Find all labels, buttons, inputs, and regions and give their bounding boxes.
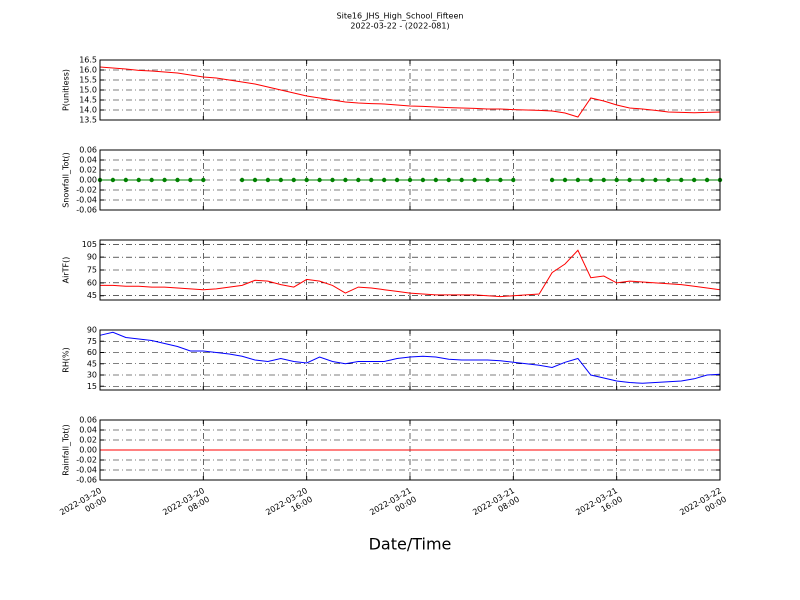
x-axis-label: Date/Time — [369, 535, 452, 554]
y-tick-label: 0.02 — [79, 166, 97, 175]
data-point — [394, 177, 400, 183]
plot-frame — [99, 149, 721, 211]
data-point — [188, 177, 193, 183]
data-point — [666, 177, 671, 183]
y-tick-label: -0.06 — [76, 206, 97, 215]
y-tick-label: 13.5 — [79, 116, 97, 125]
y-tick-label: 0.06 — [79, 146, 97, 155]
data-point — [640, 177, 645, 183]
plot-frame — [99, 239, 721, 301]
data-point — [136, 177, 141, 183]
data-point — [304, 177, 309, 183]
data-point — [549, 177, 555, 183]
data-point — [691, 177, 697, 183]
data-point — [653, 177, 658, 183]
data-point — [407, 177, 413, 183]
data-line — [99, 66, 721, 118]
data-point — [317, 177, 322, 183]
data-point — [614, 177, 619, 183]
chart-title: Site16_JHS_High_School_Fifteen — [337, 12, 464, 21]
data-point — [498, 177, 503, 183]
data-point — [472, 177, 477, 183]
data-point — [446, 177, 451, 183]
y-tick-label: 16.5 — [79, 56, 97, 65]
y-tick-label: 75 — [87, 337, 97, 346]
y-axis-label: AirTF() — [62, 257, 71, 284]
data-point — [627, 177, 632, 183]
y-tick-label: 0.00 — [79, 176, 97, 185]
y-tick-label: 14.5 — [79, 96, 97, 105]
y-tick-label: 15.5 — [79, 76, 97, 85]
data-line — [99, 331, 721, 384]
y-tick-label: 105 — [82, 240, 97, 249]
y-axis-label: RH(%) — [62, 347, 71, 372]
data-point — [679, 177, 684, 183]
data-point — [433, 177, 439, 183]
y-tick-label: 0.04 — [79, 156, 97, 165]
y-tick-label: -0.02 — [76, 186, 97, 195]
data-point — [201, 177, 206, 183]
y-axis-label: Rainfall_Tot() — [62, 424, 71, 476]
data-point — [162, 177, 167, 183]
y-tick-label: 0.02 — [79, 436, 97, 445]
data-point — [123, 177, 129, 183]
data-point — [511, 177, 516, 183]
y-tick-label: 60 — [87, 348, 97, 357]
y-tick-label: 15 — [87, 382, 97, 391]
y-tick-label: -0.06 — [76, 476, 97, 485]
data-point — [149, 177, 154, 183]
data-point — [175, 177, 180, 183]
y-tick-label: 30 — [87, 371, 97, 380]
data-point — [485, 177, 490, 183]
chart-subtitle: 2022-03-22 - (2022-081) — [350, 22, 449, 31]
y-tick-label: 60 — [87, 278, 97, 287]
y-tick-label: -0.02 — [76, 456, 97, 465]
data-point — [291, 177, 296, 183]
y-tick-label: 90 — [87, 326, 97, 335]
data-point — [575, 177, 581, 183]
y-tick-label: -0.04 — [76, 466, 97, 475]
data-point — [704, 177, 710, 183]
y-tick-label: 0.06 — [79, 416, 97, 425]
plot-frame — [99, 59, 721, 121]
data-point — [369, 177, 374, 183]
data-point — [265, 177, 271, 183]
data-line — [100, 249, 721, 298]
y-tick-label: 75 — [87, 266, 97, 275]
y-tick-label: -0.04 — [76, 196, 97, 205]
data-point — [278, 177, 284, 183]
data-point — [420, 177, 426, 183]
y-tick-label: 45 — [87, 291, 97, 300]
data-point — [459, 177, 464, 183]
data-point — [381, 177, 387, 183]
data-point — [588, 177, 594, 183]
y-tick-label: 15.0 — [79, 86, 97, 95]
y-tick-label: 16.0 — [79, 66, 97, 75]
data-point — [343, 177, 348, 183]
data-point — [356, 177, 361, 183]
data-point — [562, 177, 568, 183]
data-point — [601, 177, 606, 183]
y-tick-label: 45 — [87, 359, 97, 368]
y-tick-label: 0.04 — [79, 426, 97, 435]
y-tick-label: 0.00 — [79, 446, 97, 455]
data-point — [110, 177, 116, 183]
data-point — [239, 177, 245, 183]
y-axis-label: P(unitless) — [62, 69, 71, 111]
data-point — [330, 177, 335, 183]
y-tick-label: 14.0 — [79, 106, 97, 115]
plot-frame — [99, 419, 721, 481]
data-point — [252, 177, 258, 183]
plot-frame — [99, 329, 721, 391]
y-axis-label: Snowfall_Tot() — [62, 152, 71, 208]
y-tick-label: 90 — [87, 253, 97, 262]
